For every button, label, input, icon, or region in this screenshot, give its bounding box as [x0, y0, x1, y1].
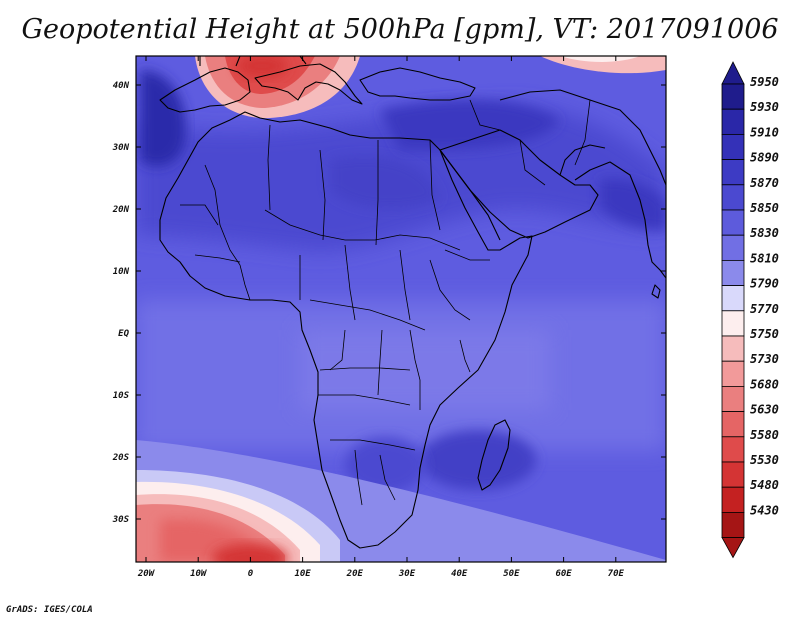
colorbar-label: 5790 [750, 277, 779, 291]
colorbar-top-arrow [721, 61, 745, 85]
colorbar-label: 5850 [750, 201, 779, 215]
lat-label: 20S [112, 453, 130, 463]
colorbar-swatch [721, 285, 745, 312]
colorbar-bottom-arrow [721, 537, 745, 559]
colorbar-swatch [721, 360, 745, 387]
map-title: Geopotential Height at 500hPa [gpm], VT:… [21, 14, 779, 45]
lat-label: 10S [113, 391, 130, 401]
colorbar-label: 5530 [750, 453, 779, 467]
colorbar-label: 5580 [750, 428, 779, 442]
lon-label: 70E [608, 569, 625, 579]
lat-label: 30N [112, 143, 130, 153]
colorbar-swatch [721, 461, 745, 488]
lon-label: 10W [190, 569, 208, 579]
colorbar-label: 5680 [750, 377, 779, 391]
colorbar-label: 5630 [750, 403, 779, 417]
lon-label: 20E [346, 569, 364, 579]
colorbar-swatch [721, 310, 745, 337]
lon-label: 60E [555, 569, 572, 579]
lat-label: 40N [113, 81, 130, 91]
colorbar-swatch [721, 436, 745, 463]
map-frame [135, 55, 667, 563]
colorbar-label: 5870 [750, 176, 779, 190]
colorbar-swatch [721, 108, 745, 135]
lat-label: 20N [112, 205, 130, 215]
lat-label: 30S [112, 515, 130, 525]
colorbar-label: 5730 [750, 352, 779, 366]
lon-label: 20W [137, 569, 156, 579]
colorbar-swatch [721, 486, 745, 513]
colorbar-label: 5890 [750, 151, 779, 165]
credit-text: GrADS: IGES/COLA [6, 605, 93, 615]
colorbar-label: 5430 [750, 503, 779, 517]
colorbar-label: 5910 [750, 125, 779, 139]
lat-label: 10N [113, 267, 130, 277]
colorbar-swatch [721, 209, 745, 236]
colorbar-swatch [721, 159, 745, 186]
colorbar-label: 5480 [750, 478, 779, 492]
height-field [136, 56, 666, 562]
coastlines [159, 56, 666, 549]
colorbar-swatch [721, 411, 745, 438]
colorbar-label: 5770 [750, 302, 779, 316]
colorbar-swatch [721, 259, 745, 286]
lon-label: 40E [451, 569, 468, 579]
map-ticks: 40N 30N 20N 10N EQ 10S 20S 30S 20W 10W 0 10E 20E 30E 4… [112, 56, 666, 579]
lon-label: 50E [503, 569, 520, 579]
lon-label: 10E [294, 569, 311, 579]
colorbar-swatch [721, 512, 745, 539]
colorbar-label: 5930 [750, 100, 779, 114]
colorbar-swatch [721, 234, 745, 261]
colorbar-label: 5830 [750, 226, 779, 240]
colorbar-swatch [721, 335, 745, 362]
lat-label: EQ [118, 329, 129, 339]
colorbar-swatch [721, 385, 745, 412]
colorbar-swatch [721, 83, 745, 110]
colorbar-label: 5810 [750, 251, 779, 265]
colorbar-swatch [721, 184, 745, 211]
colorbar-label: 5750 [750, 327, 779, 341]
colorbar: 5950 5930 5910 5890 5870 5850 5830 5810 5790 5770… [721, 61, 779, 559]
colorbar-swatch [721, 133, 745, 160]
colorbar-label: 5950 [750, 75, 779, 89]
lon-label: 30E [398, 569, 416, 579]
country-borders [180, 99, 591, 506]
lon-label: 0 [248, 569, 254, 579]
